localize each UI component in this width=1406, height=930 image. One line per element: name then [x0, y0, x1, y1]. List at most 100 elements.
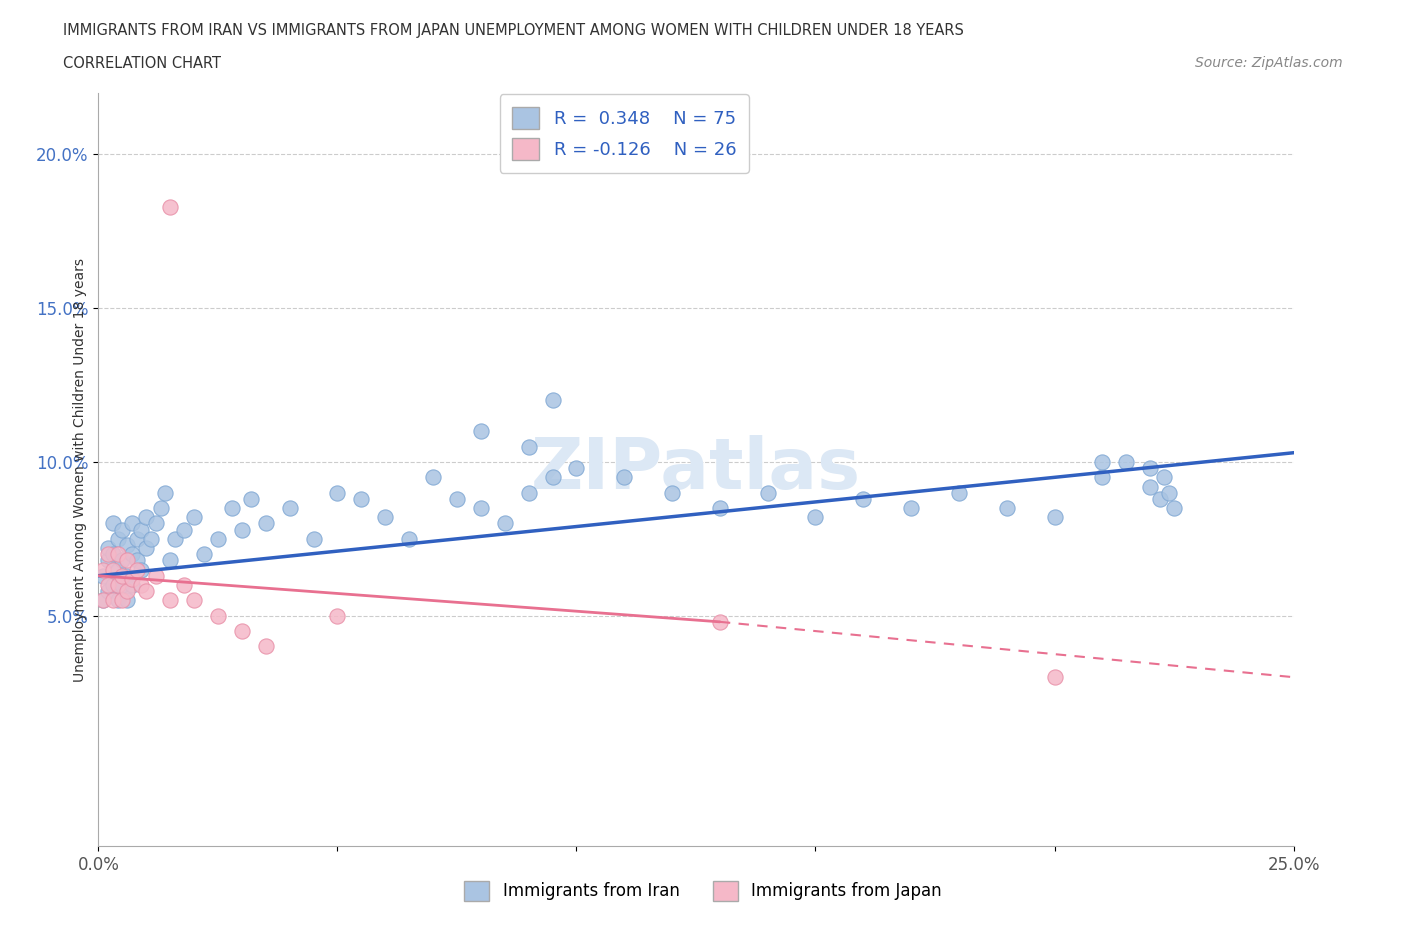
Point: [125, 562, 148, 577]
Point: [804, 510, 827, 525]
Point: [1139, 460, 1161, 475]
Point: [115, 593, 138, 608]
Point: [155, 485, 177, 500]
Point: [159, 553, 181, 568]
Point: [111, 522, 134, 537]
Point: [374, 510, 396, 525]
Point: [278, 500, 301, 515]
Point: [97, 553, 120, 568]
Point: [111, 593, 134, 608]
Point: [995, 500, 1018, 515]
Point: [254, 639, 277, 654]
Point: [121, 516, 143, 531]
Point: [159, 199, 181, 214]
Point: [121, 571, 143, 586]
Point: [517, 439, 540, 454]
Point: [446, 491, 468, 506]
Point: [145, 568, 167, 583]
Point: [302, 531, 325, 546]
Point: [135, 584, 157, 599]
Point: [163, 531, 186, 546]
Point: [115, 584, 138, 599]
Point: [107, 578, 129, 592]
Point: [541, 470, 564, 485]
Point: [149, 500, 172, 515]
Legend: R =  0.348    N = 75, R = -0.126    N = 26: R = 0.348 N = 75, R = -0.126 N = 26: [499, 95, 749, 173]
Y-axis label: Unemployment Among Women with Children Under 18 years: Unemployment Among Women with Children U…: [73, 258, 87, 682]
Point: [131, 522, 153, 537]
Point: [326, 608, 349, 623]
Point: [240, 491, 263, 506]
Point: [115, 568, 138, 583]
Point: [101, 562, 124, 577]
Point: [254, 516, 277, 531]
Point: [231, 624, 253, 639]
Point: [470, 424, 492, 439]
Point: [398, 531, 420, 546]
Point: [111, 578, 134, 592]
Point: [852, 491, 875, 506]
Point: [111, 553, 134, 568]
Point: [91, 562, 114, 577]
Point: [1159, 485, 1181, 500]
Point: [565, 460, 588, 475]
Point: [1163, 500, 1185, 515]
Point: [107, 562, 129, 577]
Point: [1139, 479, 1161, 494]
Point: [183, 593, 205, 608]
Point: [91, 568, 114, 583]
Text: Source: ZipAtlas.com: Source: ZipAtlas.com: [1195, 56, 1343, 70]
Point: [101, 593, 124, 608]
Point: [131, 562, 153, 577]
Point: [91, 593, 114, 608]
Point: [207, 531, 229, 546]
Point: [1043, 670, 1066, 684]
Point: [517, 485, 540, 500]
Point: [111, 568, 134, 583]
Point: [101, 547, 124, 562]
Point: [1149, 491, 1171, 506]
Point: [125, 531, 148, 546]
Text: CORRELATION CHART: CORRELATION CHART: [63, 56, 221, 71]
Text: IMMIGRANTS FROM IRAN VS IMMIGRANTS FROM JAPAN UNEMPLOYMENT AMONG WOMEN WITH CHIL: IMMIGRANTS FROM IRAN VS IMMIGRANTS FROM …: [63, 23, 965, 38]
Point: [756, 485, 779, 500]
Point: [541, 393, 564, 408]
Point: [709, 615, 731, 630]
Point: [107, 531, 129, 546]
Point: [1115, 455, 1137, 470]
Point: [115, 553, 138, 568]
Point: [125, 553, 148, 568]
Point: [121, 578, 143, 592]
Point: [115, 538, 138, 552]
Point: [159, 593, 181, 608]
Point: [121, 547, 143, 562]
Point: [135, 510, 157, 525]
Text: ZIPatlas: ZIPatlas: [531, 435, 860, 504]
Point: [350, 491, 373, 506]
Point: [97, 584, 120, 599]
Point: [900, 500, 922, 515]
Point: [221, 500, 243, 515]
Point: [1153, 470, 1175, 485]
Point: [101, 578, 124, 592]
Point: [326, 485, 349, 500]
Point: [494, 516, 516, 531]
Point: [193, 547, 215, 562]
Point: [107, 547, 129, 562]
Point: [470, 500, 492, 515]
Point: [207, 608, 229, 623]
Point: [661, 485, 683, 500]
Point: [97, 540, 120, 555]
Point: [91, 593, 114, 608]
Point: [613, 470, 636, 485]
Point: [173, 522, 195, 537]
Point: [709, 500, 731, 515]
Point: [231, 522, 253, 537]
Point: [97, 578, 120, 592]
Point: [422, 470, 444, 485]
Point: [1043, 510, 1066, 525]
Point: [948, 485, 970, 500]
Point: [107, 593, 129, 608]
Point: [173, 578, 195, 592]
Legend: Immigrants from Iran, Immigrants from Japan: Immigrants from Iran, Immigrants from Ja…: [457, 874, 949, 908]
